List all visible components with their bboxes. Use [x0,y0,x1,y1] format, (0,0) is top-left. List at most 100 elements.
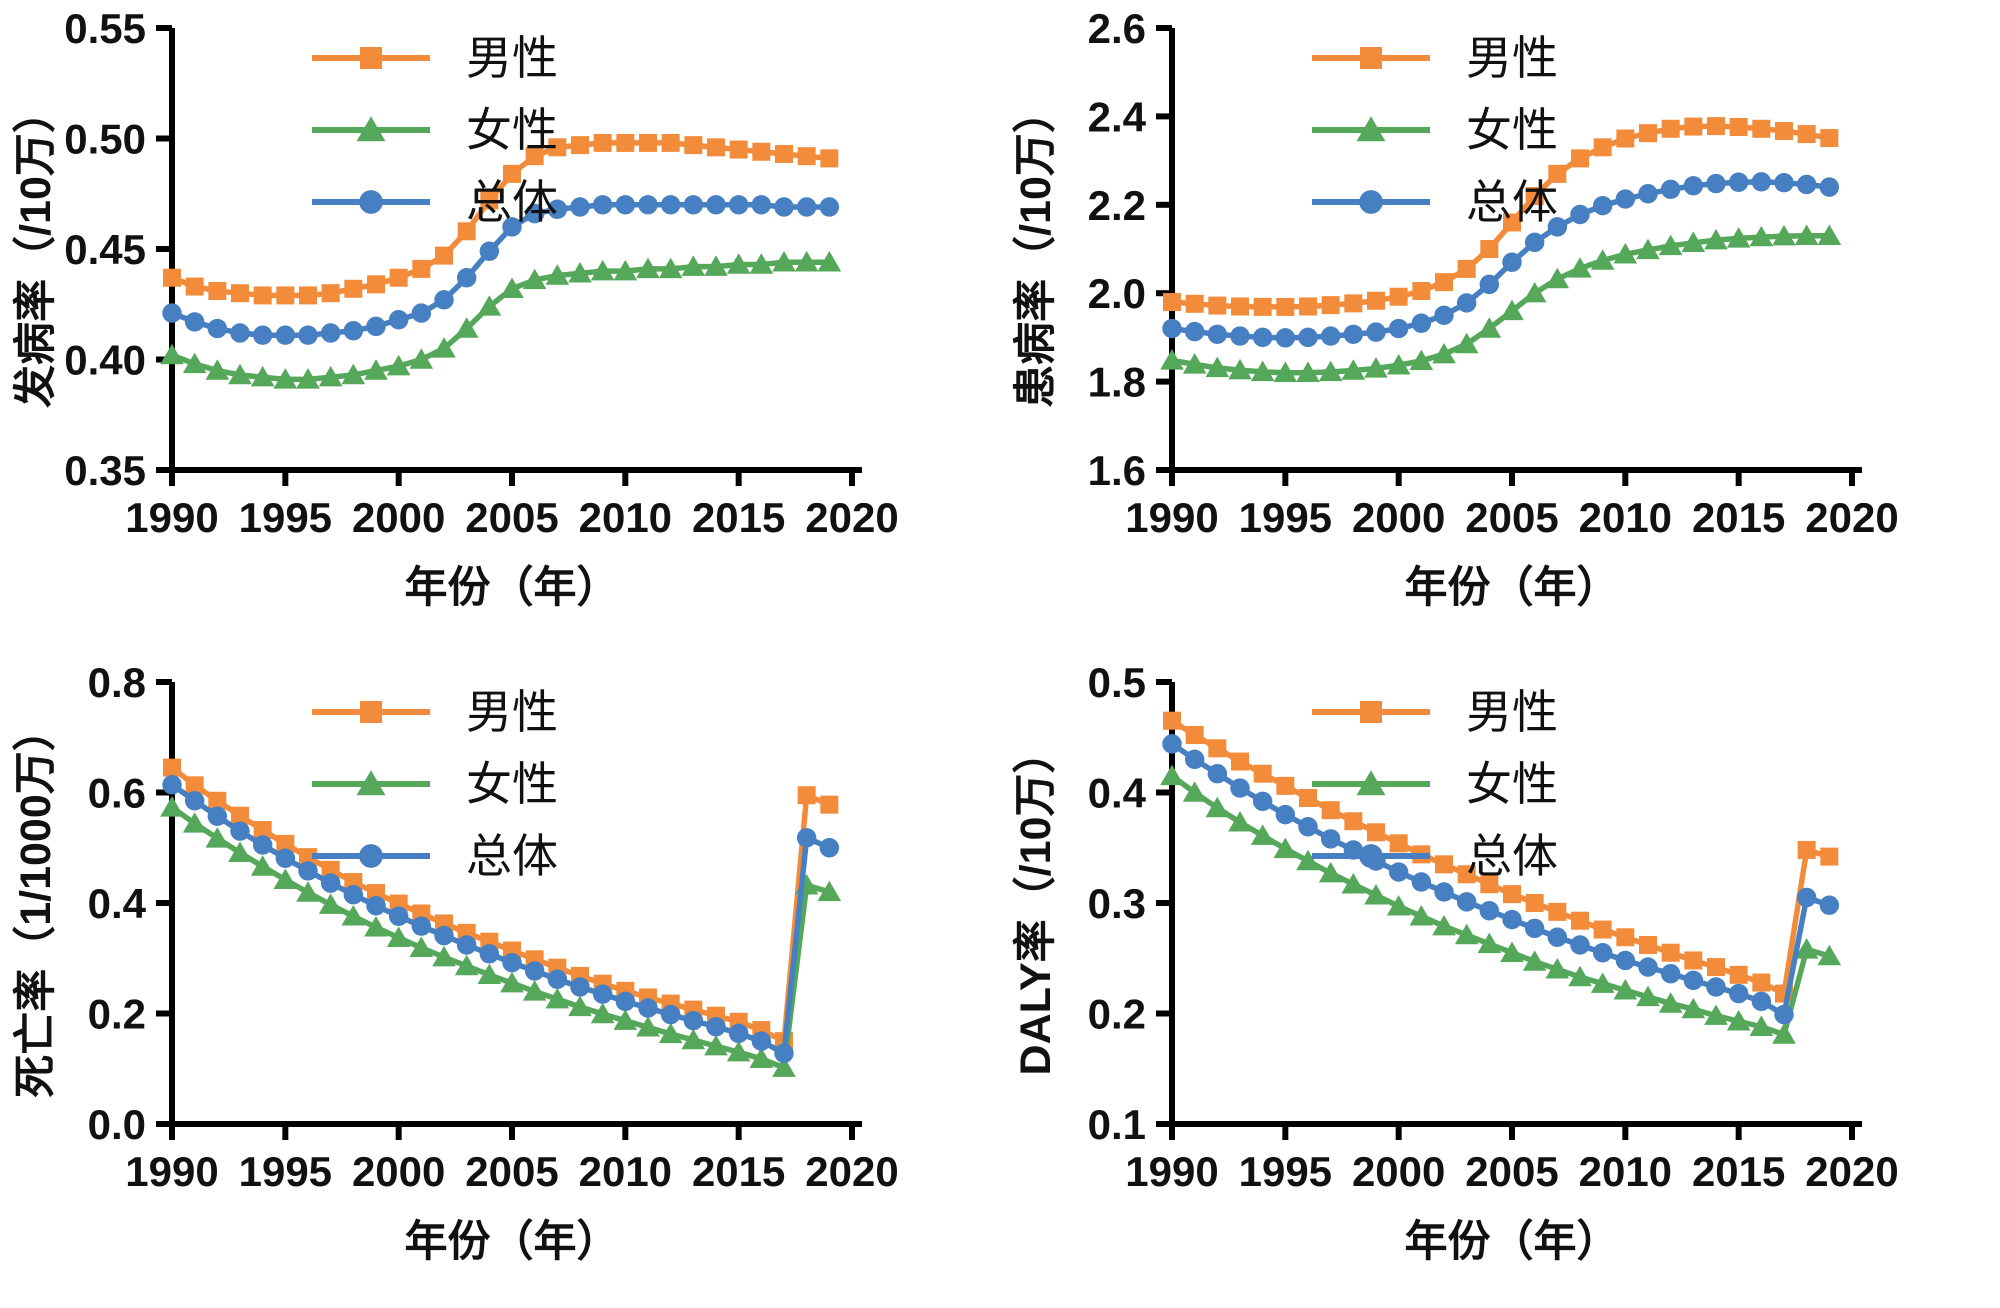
x-tick-label: 2005 [1465,1148,1558,1195]
y-tick-label: 0.6 [88,770,146,817]
x-axis-label: 年份（年） [1405,564,1620,612]
triangle-marker-icon [1228,811,1252,832]
y-axis-label: 患病率（/10万） [1012,90,1060,408]
triangle-marker-icon [1522,950,1547,971]
circle-marker-icon [547,199,568,219]
legend-item-male: 男性 [1312,687,1558,738]
triangle-marker-icon [817,880,842,902]
circle-marker-icon [162,775,182,795]
circle-marker-icon [1252,791,1273,812]
square-marker-icon [752,142,771,161]
series-female [1160,764,1842,1044]
circle-marker-icon [1547,927,1568,947]
y-tick-label: 1.8 [1088,359,1146,406]
square-marker-icon [1367,291,1385,310]
triangle-marker-icon [205,359,230,380]
circle-marker-icon [434,925,454,946]
triangle-marker-icon [205,827,230,848]
triangle-marker-icon [1772,1023,1796,1044]
legend-label: 男性 [1466,33,1558,84]
square-marker-icon [1639,124,1657,143]
circle-marker-icon [1230,778,1250,798]
y-tick-label: 0.3 [1088,880,1146,927]
x-tick-label: 1995 [1239,1148,1332,1195]
triangle-marker-icon [432,337,456,358]
triangle-marker-icon [636,257,660,279]
triangle-marker-icon [1250,360,1275,382]
circle-marker-icon [796,828,817,848]
circle-marker-icon [1819,895,1840,915]
square-marker-icon [1707,117,1725,136]
triangle-marker-icon [1160,764,1184,786]
circle-marker-icon [1547,217,1568,237]
x-tick-label: 2005 [465,494,558,541]
y-tick-label: 0.0 [88,1101,146,1148]
axis-frame [1169,28,1862,473]
circle-marker-icon [819,838,840,858]
circle-marker-icon [207,318,228,339]
legend-item-female: 女性 [312,759,558,810]
triangle-marker-icon [1356,770,1386,796]
circle-marker-icon [728,195,749,215]
circle-marker-icon [706,1017,726,1037]
circle-marker-icon [434,290,454,310]
square-marker-icon [1208,296,1227,315]
triangle-marker-icon [250,855,275,876]
legend-item-male: 男性 [312,687,558,738]
triangle-marker-icon [1273,837,1298,859]
x-axis-label: 年份（年） [405,564,620,612]
circle-marker-icon [1479,901,1500,921]
square-marker-icon [1752,973,1771,992]
triangle-marker-icon [318,893,343,914]
circle-marker-icon [1207,324,1228,345]
triangle-marker-icon [1568,257,1592,278]
triangle-marker-icon [1817,224,1842,245]
circle-marker-icon [1638,184,1658,204]
legend-label: 女性 [1466,105,1558,156]
triangle-marker-icon [1364,884,1388,905]
circle-marker-icon [751,195,772,215]
x-tick-label: 1990 [1125,1148,1218,1195]
triangle-marker-icon [545,987,570,1009]
square-marker-icon [1412,281,1431,300]
circle-marker-icon [1728,983,1749,1004]
square-marker-icon [185,277,204,296]
triangle-marker-icon [1545,958,1570,979]
circle-marker-icon [230,323,250,343]
square-marker-icon [1276,776,1295,795]
circle-marker-icon [683,1010,704,1031]
circle-marker-icon [1456,892,1477,912]
square-marker-icon [571,136,589,155]
legend-item-female: 女性 [1312,759,1558,810]
square-marker-icon [1616,928,1635,947]
circle-marker-icon [1660,179,1681,200]
triangle-marker-icon [273,368,298,389]
square-marker-icon [1820,847,1839,866]
circle-marker-icon [1728,172,1749,192]
circle-marker-icon [638,998,658,1018]
circle-marker-icon [275,848,296,868]
legend-label: 女性 [1466,759,1558,810]
circle-marker-icon [1359,190,1383,214]
triangle-marker-icon [1726,227,1751,248]
x-tick-label: 1995 [239,1148,332,1195]
y-tick-label: 0.2 [1088,991,1146,1038]
square-marker-icon [1729,965,1748,984]
circle-marker-icon [1751,172,1772,192]
circle-marker-icon [1411,313,1432,333]
square-marker-icon [1231,297,1249,316]
circle-marker-icon [230,821,250,841]
y-axis-label: 发病率（/10万） [12,90,60,408]
triangle-marker-icon [568,262,592,283]
triangle-marker-icon [386,926,411,948]
square-marker-icon [525,147,544,166]
x-tick-label: 2010 [1579,494,1672,541]
triangle-marker-icon [1409,905,1434,926]
circle-marker-icon [683,195,704,215]
square-marker-icon [1593,138,1612,157]
legend-label: 总体 [466,831,558,882]
square-marker-icon [360,701,382,723]
square-marker-icon [185,776,204,795]
series-female [1160,224,1842,382]
triangle-marker-icon [477,295,502,316]
